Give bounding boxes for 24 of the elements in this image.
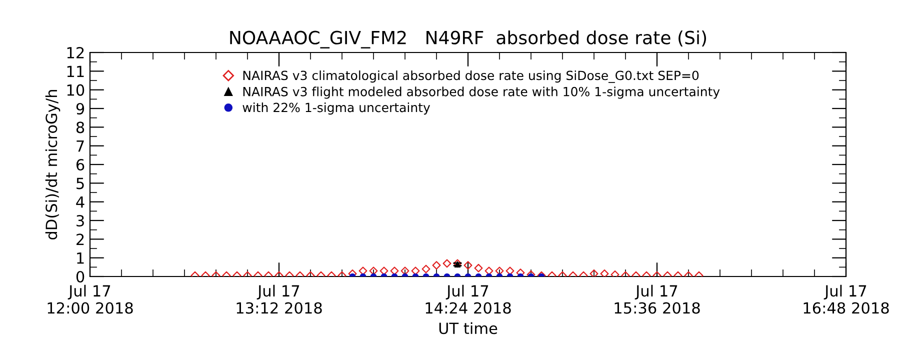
x-axis-title: UT time (439, 322, 498, 334)
x-tick-label: Jul 17 16:48 2018 (804, 284, 889, 314)
y-tick-label: 6 (76, 158, 84, 171)
y-tick-label: 5 (76, 178, 84, 190)
y-tick-label: 9 (76, 102, 84, 115)
y-tick-label: 12 (67, 46, 84, 58)
y-tick-label: 7 (76, 140, 84, 152)
x-tick-label: Jul 17 14:24 2018 (426, 284, 511, 314)
y-tick-label: 4 (76, 196, 84, 208)
x-tick-label: Jul 17 12:00 2018 (48, 284, 133, 314)
legend-label: NAIRAS v3 climatological absorbed dose rate using SiDose_G0.txt SEP=0 (243, 70, 699, 83)
y-tick-label: 0 (76, 270, 84, 283)
x-tick-label: Jul 17 13:12 2018 (236, 284, 322, 314)
x-tick-label: Jul 17 15:36 2018 (614, 284, 700, 314)
y-tick-label: 10 (67, 84, 84, 96)
legend-label: with 22% 1-sigma uncertainty (242, 102, 430, 115)
legend-label: NAIRAS v3 flight modeled absorbed dose rate with 10% 1-sigma uncertainty (243, 86, 720, 99)
y-tick-label: 8 (76, 122, 84, 134)
y-tick-label: 2 (76, 234, 84, 245)
y-axis-title: dD(Si)/dt microGy/h (45, 90, 60, 240)
y-tick-label: 3 (76, 214, 84, 227)
chart-title: NOAAAOC_GIV_FM2 N49RF absorbed dose rate (Si) (230, 30, 706, 48)
y-tick-label: 11 (67, 66, 84, 77)
y-tick-label: 1 (77, 252, 84, 264)
